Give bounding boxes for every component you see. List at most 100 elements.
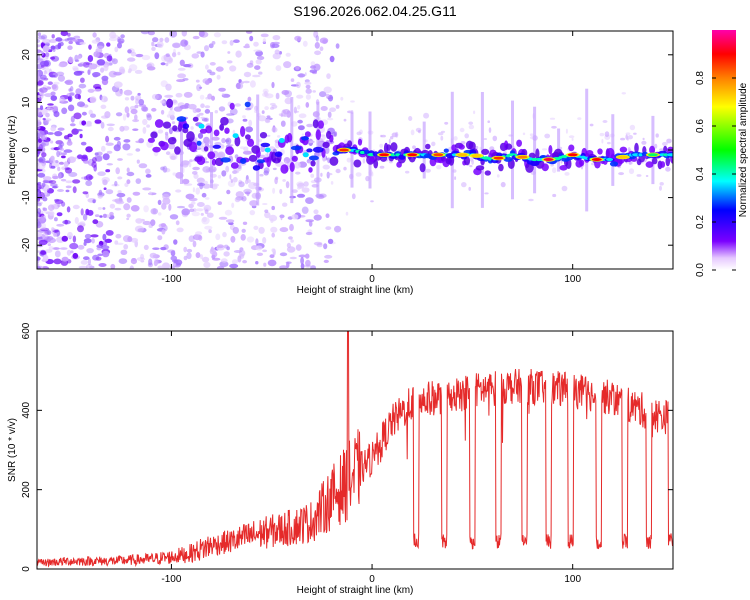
spectrogram-core-blob (264, 147, 271, 153)
spectrogram-noise-blob (305, 219, 315, 223)
spectrogram-noise-blob (106, 150, 113, 154)
spectrogram-noise-blob (221, 93, 225, 96)
spectrogram-noise-blob (552, 193, 557, 198)
spectrogram-noise-blob (127, 236, 133, 243)
spectrogram-noise-blob (83, 241, 87, 246)
spectrogram-noise-blob (181, 31, 187, 37)
spectrogram-noise-blob (38, 156, 46, 164)
spectrogram-ridge-blob (189, 141, 198, 153)
spectrogram-noise-blob (240, 234, 246, 241)
spectrogram-noise-blob (53, 81, 60, 85)
spectrogram-noise-blob (123, 89, 133, 96)
spectrogram-ridge-blob (219, 123, 225, 131)
spectrogram-ridge-blob (634, 142, 639, 154)
spectrogram-noise-blob (37, 132, 41, 140)
spectrogram-noise-blob (40, 250, 47, 255)
spectrogram-noise-blob (196, 84, 202, 92)
spectrogram-noise-blob (233, 250, 242, 253)
spectrogram-noise-blob (63, 161, 69, 168)
spectrogram-noise-blob (253, 225, 259, 230)
spectrogram-noise-blob (248, 182, 257, 190)
spectrogram-noise-blob (271, 127, 278, 133)
spectrogram-noise-blob (202, 256, 210, 263)
spectrogram-noise-blob (103, 64, 109, 72)
spectrogram-noise-blob (629, 124, 636, 131)
spectrogram-noise-blob (106, 163, 114, 166)
spectrogram-noise-blob (66, 206, 71, 213)
spectrogram-noise-blob (220, 258, 228, 263)
colorbar-tick-label: 0.0 (695, 263, 706, 277)
spectrogram-ytick-label: 0 (21, 147, 32, 153)
spectrogram-xtick-label: 0 (369, 274, 375, 285)
spectrogram-noise-blob (87, 55, 94, 62)
spectrogram-noise-blob (371, 171, 374, 177)
spectrogram-noise-blob (66, 249, 72, 256)
spectrogram-noise-blob (221, 137, 226, 144)
spectrogram-noise-blob (214, 110, 218, 114)
spectrogram-ridge-blob (505, 143, 513, 150)
spectrogram-noise-blob (225, 165, 230, 173)
spectrogram-noise-blob (323, 243, 328, 250)
spectrogram-ytick-label: 20 (21, 49, 32, 61)
spectrogram-noise-blob (561, 185, 568, 192)
spectrogram-noise-blob (165, 133, 169, 141)
spectrogram-noise-blob (160, 109, 165, 115)
spectrogram-noise-blob (142, 220, 152, 226)
spectrogram-noise-blob (177, 67, 186, 71)
spectrogram-noise-blob (221, 40, 228, 45)
spectrogram-noise-blob (146, 114, 152, 121)
spectrogram-noise-blob (226, 189, 231, 195)
spectrogram-noise-blob (59, 247, 68, 250)
spectrogram-core-blob (503, 156, 513, 162)
spectrogram-noise-blob (271, 43, 280, 48)
spectrogram-core-blob (252, 165, 261, 171)
spectrogram-noise-blob (70, 86, 74, 92)
spectrogram-hotspot (471, 154, 482, 158)
spectrogram-ridge-blob (160, 141, 169, 151)
spectrogram-noise-blob (327, 238, 334, 244)
spectrogram-noise-blob (659, 185, 662, 191)
spectrogram-ridge-blob (248, 154, 258, 162)
spectrogram-noise-blob (244, 179, 249, 185)
spectrogram-core-blob (443, 148, 449, 153)
spectrogram-noise-blob (130, 108, 138, 115)
spectrogram-noise-blob (200, 51, 205, 58)
spectrogram-noise-blob (305, 231, 313, 236)
spectrogram-noise-blob (284, 90, 292, 98)
spectrogram-noise-blob (96, 59, 106, 66)
spectrogram-noise-blob (288, 236, 293, 240)
spectrogram-noise-blob (42, 117, 46, 121)
spectrogram-noise-blob (165, 151, 171, 156)
spectrogram-noise-blob (86, 263, 93, 269)
spectrogram-noise-blob (229, 65, 237, 72)
spectrogram-noise-blob (106, 55, 113, 62)
spectrogram-noise-blob (256, 55, 265, 61)
spectrogram-noise-blob (181, 208, 190, 216)
spectrogram-noise-blob (37, 216, 41, 219)
spectrogram-noise-blob (235, 50, 242, 58)
spectrogram-noise-blob (217, 175, 222, 179)
spectrogram-noise-blob (604, 131, 610, 138)
spectrogram-noise-blob (67, 231, 73, 239)
spectrogram-noise-blob (96, 244, 104, 248)
spectrogram-noise-blob (308, 220, 313, 227)
spectrogram-core-blob (306, 148, 313, 153)
snr-ytick-label: 200 (21, 481, 32, 498)
spectrogram-noise-blob (37, 263, 40, 267)
spectrogram-ridge-blob (310, 160, 316, 167)
spectrogram-noise-blob (130, 237, 139, 243)
spectrogram-streak (290, 97, 294, 204)
spectrogram-noise-blob (283, 61, 292, 69)
spectrogram-noise-blob (116, 140, 121, 148)
spectrogram-ridge-blob (287, 132, 293, 143)
spectrogram-noise-blob (37, 183, 42, 191)
spectrogram-noise-blob (64, 167, 70, 170)
spectrogram-noise-blob (189, 208, 195, 213)
spectrogram-ridge-blob (225, 146, 235, 155)
spectrogram-noise-blob (320, 172, 323, 177)
spectrogram-noise-blob (258, 71, 263, 75)
spectrogram-noise-blob (42, 207, 48, 212)
spectrogram-noise-blob (167, 142, 176, 150)
spectrogram-noise-blob (522, 132, 526, 136)
spectrogram-noise-blob (645, 175, 649, 177)
